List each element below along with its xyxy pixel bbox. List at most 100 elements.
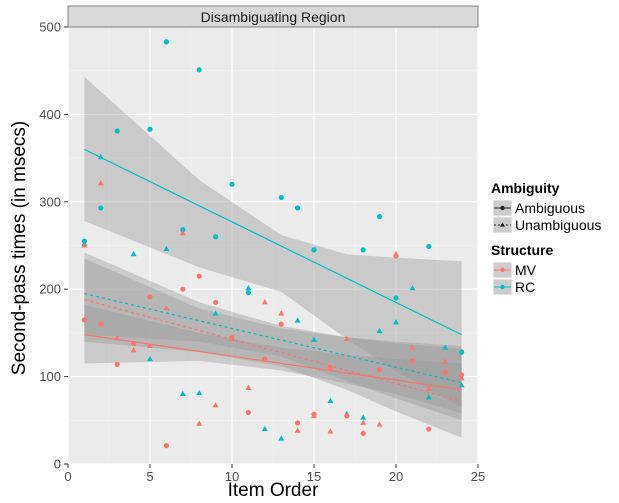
data-point xyxy=(229,181,235,187)
data-point xyxy=(344,413,350,419)
x-axis-title: Item Order xyxy=(228,480,319,501)
data-point xyxy=(130,250,137,257)
data-point xyxy=(245,384,252,390)
data-point xyxy=(409,285,416,291)
data-point xyxy=(459,372,465,378)
data-point xyxy=(278,321,284,327)
fit-line xyxy=(84,148,462,336)
data-point xyxy=(311,412,317,418)
data-point xyxy=(360,414,367,420)
data-point xyxy=(294,317,301,323)
data-point xyxy=(147,342,153,348)
fit-line xyxy=(84,292,462,384)
plot-panel xyxy=(67,26,479,465)
facet-strip: Disambiguating Region xyxy=(67,5,479,28)
data-point xyxy=(97,180,104,186)
confidence-band xyxy=(84,258,462,438)
data-point xyxy=(163,443,169,449)
data-point xyxy=(360,247,366,253)
data-point xyxy=(376,327,383,334)
data-point xyxy=(360,419,367,425)
data-point xyxy=(278,435,285,441)
data-point xyxy=(393,295,399,301)
data-point xyxy=(81,317,87,323)
data-point xyxy=(295,205,301,211)
legend-title: Structure xyxy=(491,242,553,258)
data-point xyxy=(458,382,465,388)
x-tick-label: 10 xyxy=(225,469,239,484)
legend-title: Ambiguity xyxy=(491,180,560,196)
data-point xyxy=(442,358,449,364)
data-point xyxy=(212,402,219,408)
legend-label: MV xyxy=(515,262,537,278)
data-point xyxy=(295,420,301,426)
data-point xyxy=(196,420,203,426)
data-point xyxy=(327,428,334,434)
y-tick-label: 200 xyxy=(39,282,61,297)
data-point xyxy=(409,344,416,350)
data-point xyxy=(196,389,203,396)
y-tick-label: 300 xyxy=(39,194,61,209)
legend-key-point xyxy=(499,222,506,227)
data-point xyxy=(442,369,448,375)
data-point xyxy=(458,375,465,381)
data-point xyxy=(425,394,432,400)
legend-label: Unambiguous xyxy=(515,217,601,233)
data-point xyxy=(229,335,235,341)
data-point xyxy=(327,365,333,371)
y-axis-title: Second-pass times (in msecs) xyxy=(9,121,30,375)
data-point xyxy=(163,305,170,311)
data-point xyxy=(114,128,120,134)
data-point xyxy=(261,299,268,305)
x-tick-label: 20 xyxy=(389,469,403,484)
data-point xyxy=(311,336,317,342)
fit-line xyxy=(84,334,462,391)
data-point xyxy=(377,214,383,220)
y-tick-label: 100 xyxy=(39,369,61,384)
x-tick-label: 0 xyxy=(64,469,71,484)
y-tick-label: 0 xyxy=(54,457,61,472)
data-point xyxy=(426,243,432,249)
facet-strip-background xyxy=(67,5,479,28)
data-point xyxy=(114,361,120,367)
data-point xyxy=(393,250,399,257)
data-point xyxy=(98,321,104,327)
data-point xyxy=(196,273,202,279)
data-point xyxy=(196,67,202,73)
data-point xyxy=(278,310,285,316)
data-point xyxy=(179,390,186,397)
data-point xyxy=(360,430,366,437)
data-point xyxy=(147,355,153,362)
data-point xyxy=(147,126,153,132)
x-tick-label: 25 xyxy=(471,469,485,484)
data-point xyxy=(213,299,219,305)
data-point xyxy=(163,245,170,251)
facet-strip-label: Disambiguating Region xyxy=(201,9,346,25)
legend-key-point xyxy=(500,284,505,290)
data-point xyxy=(425,385,432,391)
data-point xyxy=(393,319,399,325)
data-point xyxy=(213,234,219,240)
fit-line xyxy=(84,299,462,402)
data-point xyxy=(147,294,153,300)
axes: 0 5 10 15 20 25 0 100 200 300 400 500 xyxy=(39,20,485,485)
data-point xyxy=(180,286,186,292)
data-point xyxy=(377,367,383,373)
legend-label: Ambiguous xyxy=(515,200,585,216)
data-point xyxy=(426,426,432,432)
y-tick-label: 400 xyxy=(39,107,61,122)
data-point xyxy=(261,425,268,432)
data-point xyxy=(163,39,169,45)
data-point xyxy=(212,310,219,316)
data-point xyxy=(442,344,449,350)
data-point xyxy=(179,229,186,236)
data-point xyxy=(81,242,88,248)
data-point xyxy=(459,349,465,355)
legend-key-point xyxy=(500,267,505,273)
data-point xyxy=(327,397,334,404)
data-point xyxy=(98,205,104,211)
x-tick-label: 15 xyxy=(307,469,321,484)
legend-label: RC xyxy=(515,279,535,295)
x-tick-label: 5 xyxy=(146,469,153,484)
